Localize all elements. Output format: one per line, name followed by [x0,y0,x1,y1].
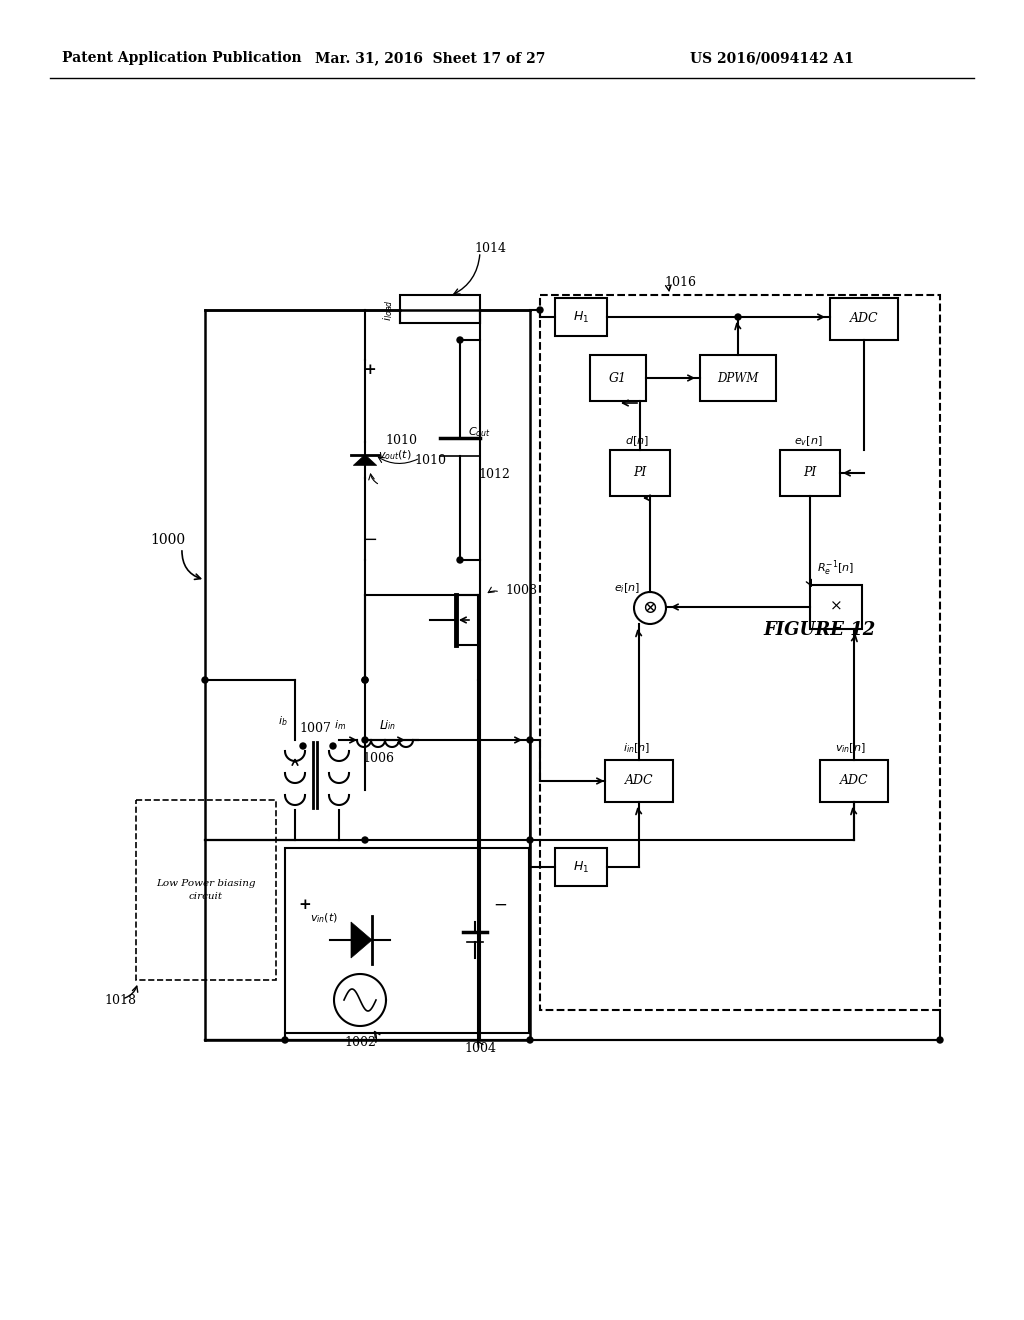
Text: 1012: 1012 [478,469,510,482]
Text: Low Power biasing
circuit: Low Power biasing circuit [157,879,256,900]
Text: $L$: $L$ [379,719,387,733]
Text: ADC: ADC [625,775,653,788]
Polygon shape [353,454,377,466]
Text: PI: PI [633,466,647,479]
Circle shape [362,677,368,682]
Bar [285,847,529,1034]
Text: $H_1$: $H_1$ [573,309,589,325]
Circle shape [362,837,368,843]
Circle shape [527,1038,534,1043]
Text: −: − [494,896,507,913]
Bar [555,298,607,337]
Text: 1018: 1018 [104,994,136,1006]
Bar [400,294,480,323]
Circle shape [300,743,306,748]
Text: 1010: 1010 [414,454,446,466]
Circle shape [457,337,463,343]
Text: −: − [362,531,378,549]
Text: $v_{in}(t)$: $v_{in}(t)$ [310,911,338,925]
Text: $i_{load}$: $i_{load}$ [381,300,395,321]
Text: Mar. 31, 2016  Sheet 17 of 27: Mar. 31, 2016 Sheet 17 of 27 [314,51,545,65]
Text: $i_b$: $i_b$ [279,714,288,729]
Circle shape [282,1038,288,1043]
Text: 1014: 1014 [474,242,506,255]
Text: $C_{out}$: $C_{out}$ [468,425,490,438]
Circle shape [202,837,208,843]
Circle shape [735,314,741,319]
Circle shape [457,557,463,564]
Bar [136,800,276,979]
Text: DPWM: DPWM [718,371,759,384]
Text: G1: G1 [609,371,627,384]
Text: US 2016/0094142 A1: US 2016/0094142 A1 [690,51,854,65]
Text: FIGURE 12: FIGURE 12 [764,620,877,639]
Text: ×: × [829,601,843,614]
Text: $i_m$: $i_m$ [334,718,346,733]
Text: ADC: ADC [840,775,868,788]
Bar [605,760,673,803]
Bar [540,294,940,1010]
Bar [700,355,776,401]
Text: ⊗: ⊗ [642,599,657,616]
Bar [610,450,670,496]
Circle shape [634,591,666,624]
Text: 1010: 1010 [385,433,417,446]
Text: +: + [299,898,311,912]
Bar [590,355,646,401]
Text: 1016: 1016 [664,276,696,289]
Text: ADC: ADC [850,313,879,326]
Circle shape [362,677,368,682]
Text: $d[n]$: $d[n]$ [625,434,649,447]
Text: PI: PI [803,466,817,479]
Text: $e_v[n]$: $e_v[n]$ [794,434,822,447]
Text: $i_{in}$: $i_{in}$ [384,718,396,733]
Text: Patent Application Publication: Patent Application Publication [62,51,302,65]
Polygon shape [351,921,372,958]
Circle shape [362,737,368,743]
Text: $e_i[n]$: $e_i[n]$ [613,581,640,595]
Text: $v_{in}[n]$: $v_{in}[n]$ [835,742,865,755]
Text: 1006: 1006 [362,751,394,764]
Circle shape [330,743,336,748]
Text: 1008: 1008 [505,583,537,597]
Circle shape [527,737,534,743]
Circle shape [537,308,543,313]
Circle shape [527,837,534,843]
Text: $i_{in}[n]$: $i_{in}[n]$ [624,742,650,755]
Bar [810,585,862,630]
Text: +: + [364,363,377,378]
Text: 1000: 1000 [151,533,185,546]
Text: $R_e^{-1}[n]$: $R_e^{-1}[n]$ [817,558,855,578]
Circle shape [202,677,208,682]
Circle shape [937,1038,943,1043]
Bar [820,760,888,803]
Bar [555,847,607,886]
Bar [780,450,840,496]
Text: $v_{out}(t)$: $v_{out}(t)$ [378,449,412,462]
Text: 1007: 1007 [299,722,331,734]
Text: $H_1$: $H_1$ [573,859,589,875]
Text: 1002: 1002 [344,1035,376,1048]
Bar [830,298,898,341]
Text: 1004: 1004 [464,1041,496,1055]
